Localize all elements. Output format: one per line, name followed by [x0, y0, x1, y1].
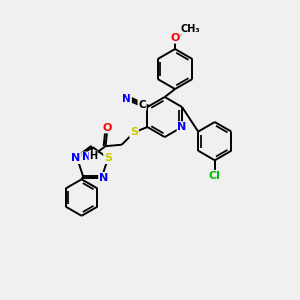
Text: S: S: [104, 153, 112, 163]
Text: N: N: [122, 94, 131, 104]
Text: S: S: [130, 127, 138, 137]
Text: Cl: Cl: [209, 171, 221, 181]
Text: N: N: [99, 173, 108, 183]
Text: N: N: [82, 152, 92, 162]
Text: O: O: [102, 123, 112, 133]
Text: N: N: [71, 153, 80, 163]
Text: N: N: [177, 122, 187, 132]
Text: O: O: [170, 33, 180, 43]
Text: H: H: [89, 151, 97, 161]
Text: C: C: [138, 100, 146, 110]
Text: CH₃: CH₃: [181, 24, 200, 34]
